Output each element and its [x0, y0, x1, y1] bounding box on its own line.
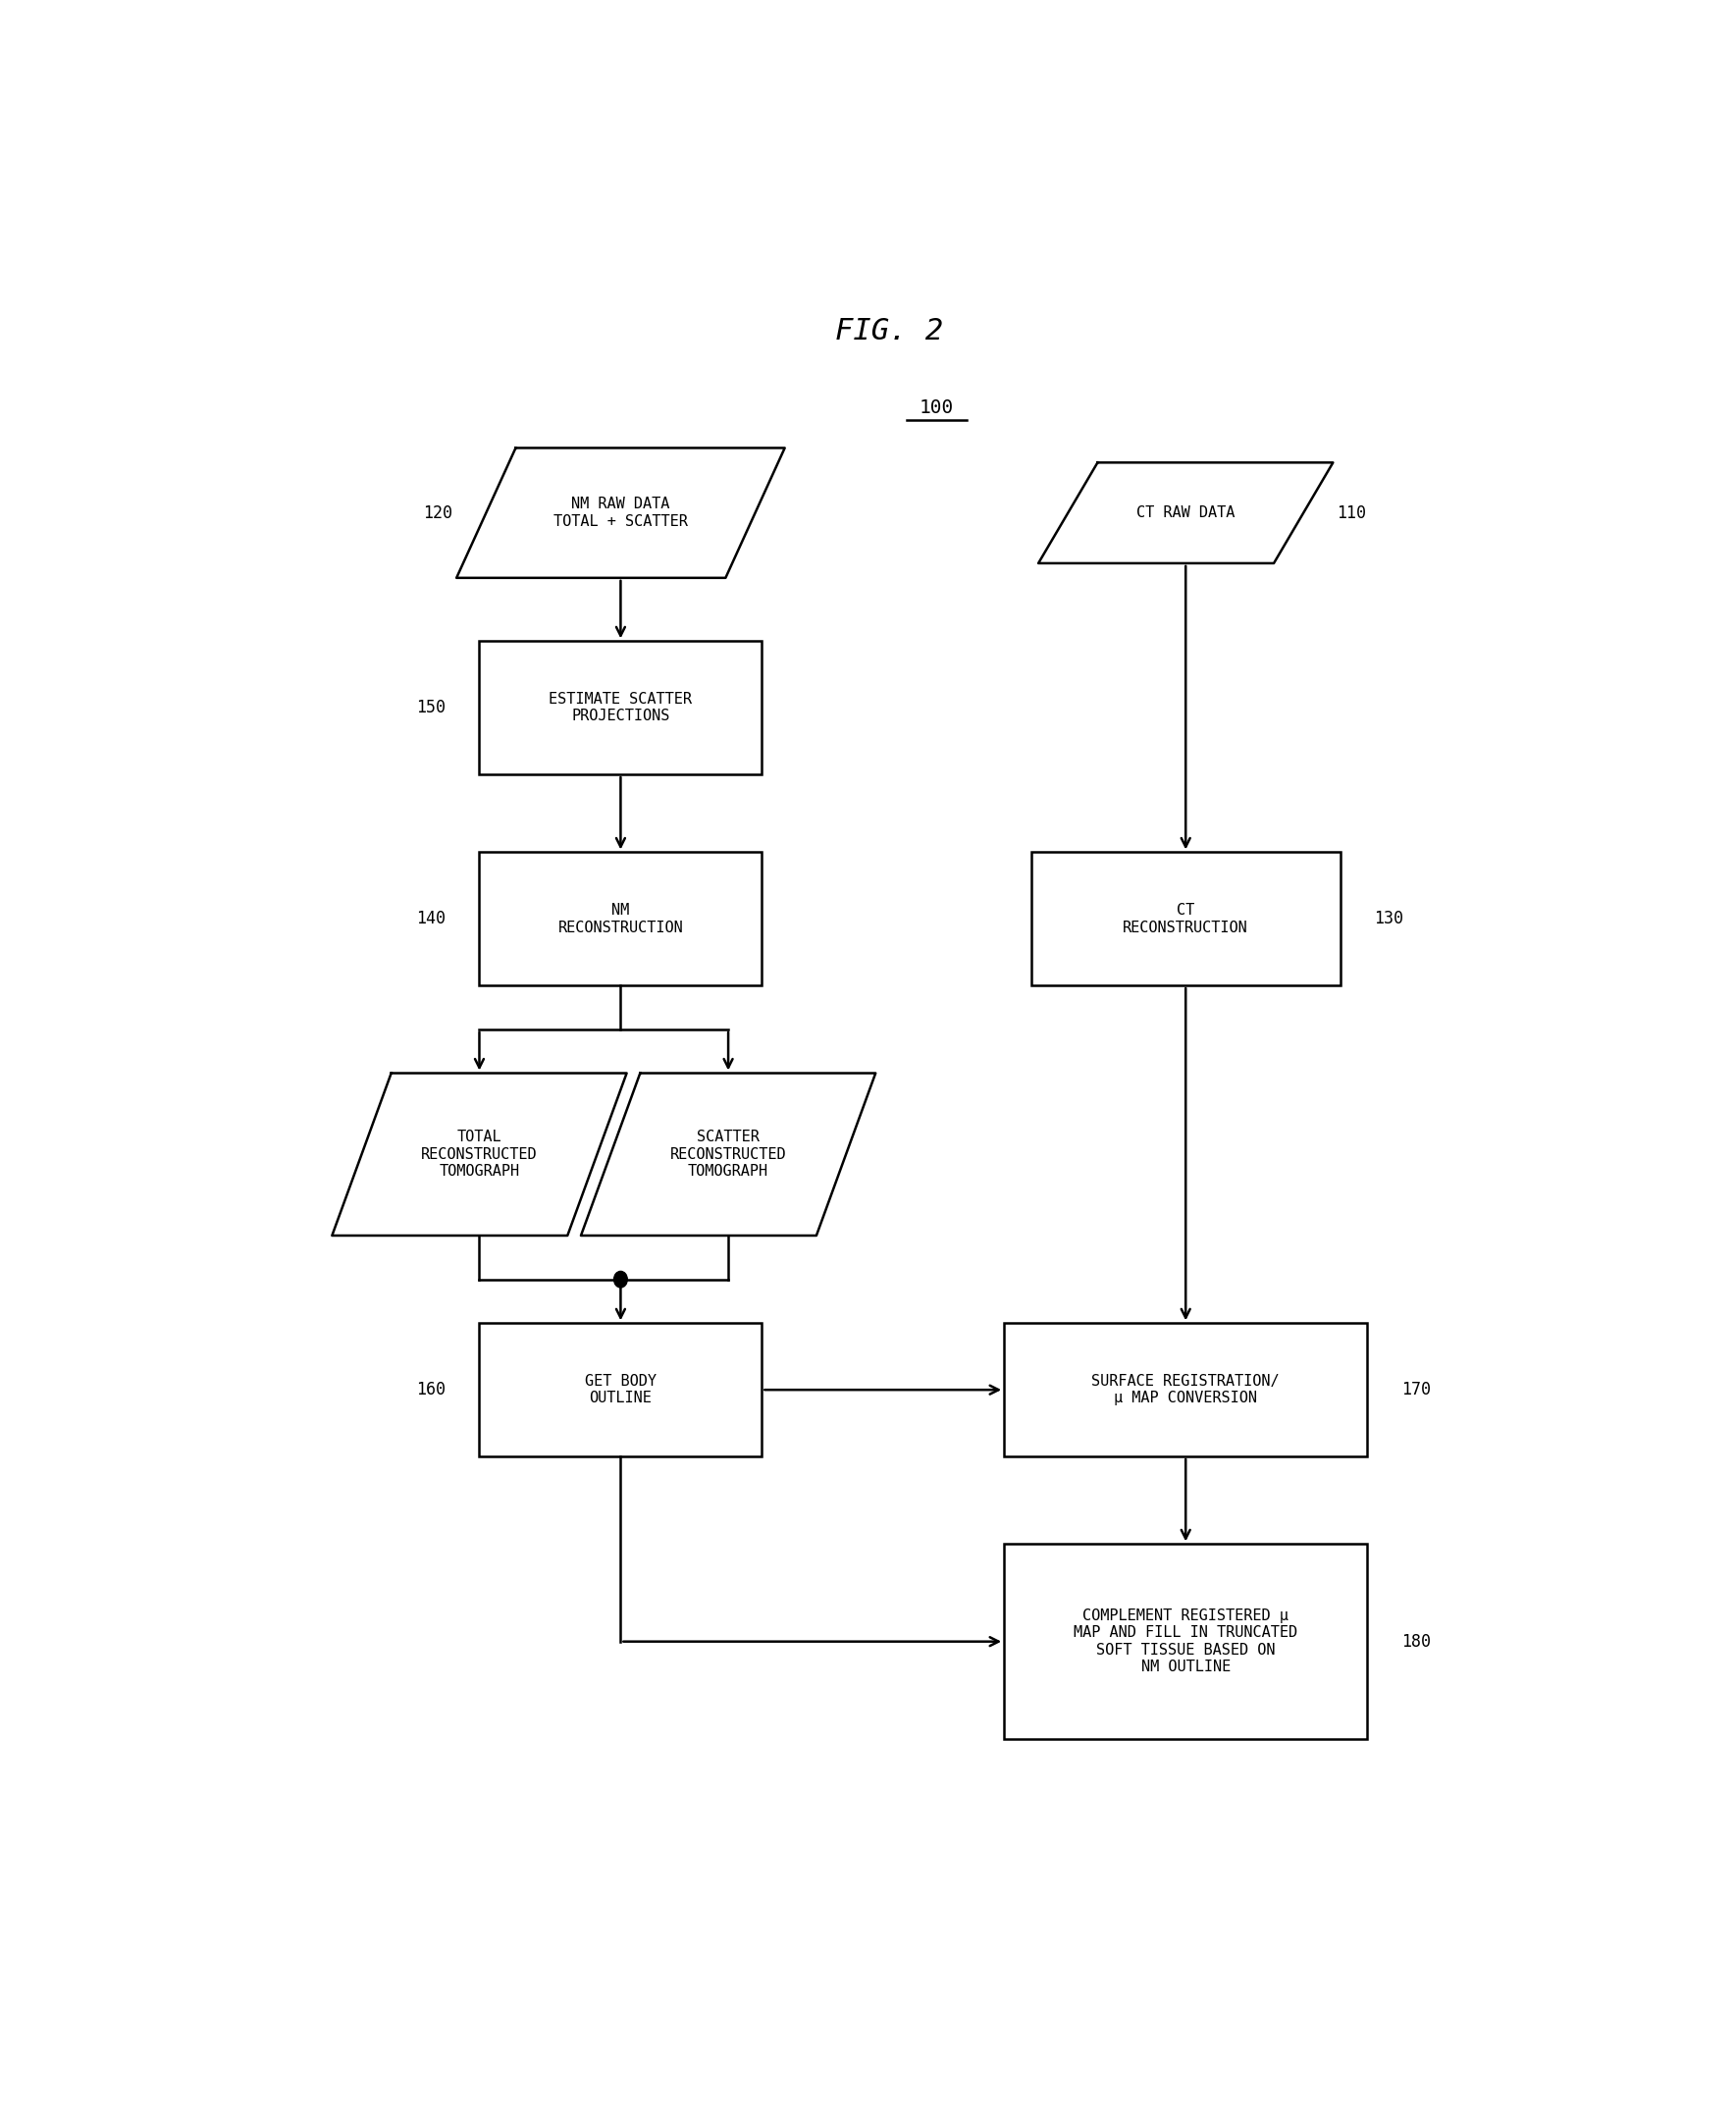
Bar: [479, 852, 762, 985]
Text: NM RAW DATA
TOTAL + SCATTER: NM RAW DATA TOTAL + SCATTER: [554, 498, 687, 529]
Polygon shape: [582, 1073, 875, 1236]
Text: 180: 180: [1401, 1632, 1430, 1651]
Text: 110: 110: [1337, 504, 1366, 521]
Bar: [479, 641, 762, 774]
Circle shape: [615, 1272, 627, 1286]
Text: TOTAL
RECONSTRUCTED
TOMOGRAPH: TOTAL RECONSTRUCTED TOMOGRAPH: [422, 1130, 538, 1179]
Polygon shape: [1038, 462, 1333, 563]
Text: FIG. 2: FIG. 2: [835, 316, 944, 346]
Text: CT
RECONSTRUCTION: CT RECONSTRUCTION: [1123, 903, 1248, 934]
Text: 170: 170: [1401, 1381, 1430, 1398]
Text: ESTIMATE SCATTER
PROJECTIONS: ESTIMATE SCATTER PROJECTIONS: [549, 692, 693, 723]
Bar: [479, 1322, 762, 1457]
Text: NM
RECONSTRUCTION: NM RECONSTRUCTION: [557, 903, 684, 934]
Text: 130: 130: [1375, 911, 1403, 928]
Text: GET BODY
OUTLINE: GET BODY OUTLINE: [585, 1373, 656, 1407]
Bar: [1003, 1322, 1368, 1457]
Text: SURFACE REGISTRATION/
μ MAP CONVERSION: SURFACE REGISTRATION/ μ MAP CONVERSION: [1092, 1373, 1279, 1407]
Text: 150: 150: [417, 698, 446, 717]
Text: 100: 100: [920, 399, 955, 418]
Text: CT RAW DATA: CT RAW DATA: [1137, 506, 1234, 521]
Text: 140: 140: [417, 911, 446, 928]
Polygon shape: [332, 1073, 627, 1236]
Text: 160: 160: [417, 1381, 446, 1398]
Polygon shape: [457, 447, 785, 578]
Text: COMPLEMENT REGISTERED μ
MAP AND FILL IN TRUNCATED
SOFT TISSUE BASED ON
NM OUTLIN: COMPLEMENT REGISTERED μ MAP AND FILL IN …: [1075, 1609, 1297, 1675]
Text: 120: 120: [424, 504, 453, 521]
Bar: [1003, 1544, 1368, 1740]
Bar: [1031, 852, 1340, 985]
Text: SCATTER
RECONSTRUCTED
TOMOGRAPH: SCATTER RECONSTRUCTED TOMOGRAPH: [670, 1130, 786, 1179]
